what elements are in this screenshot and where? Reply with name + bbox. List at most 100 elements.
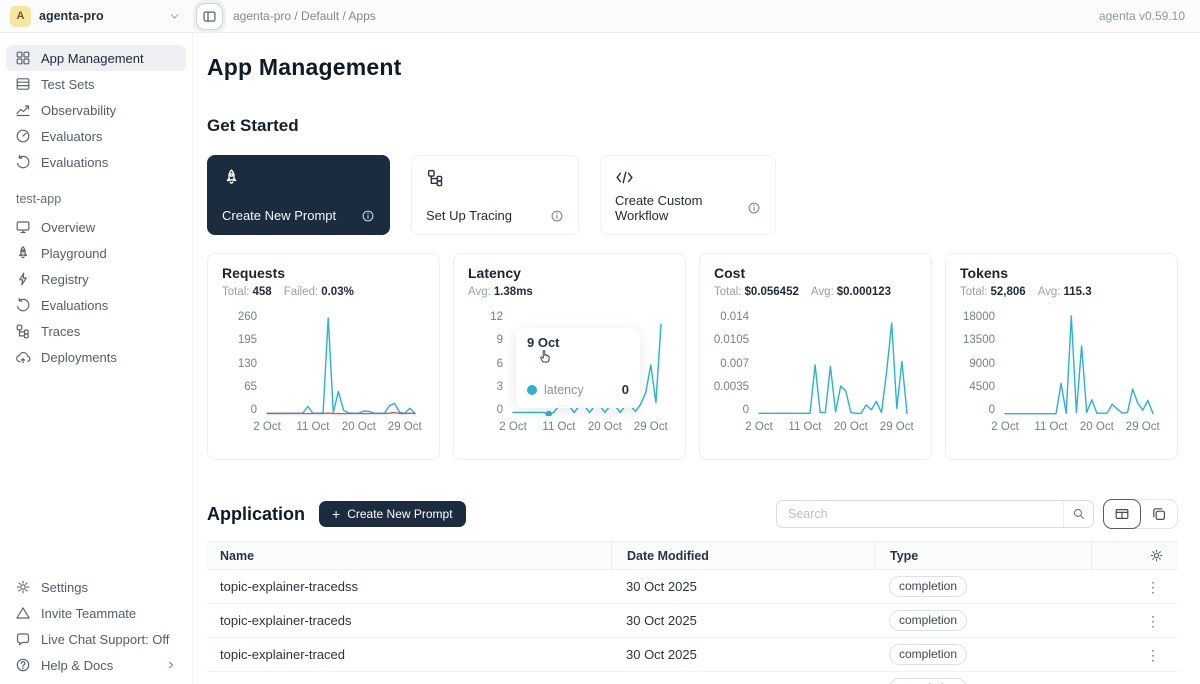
rocket-icon [222, 168, 241, 187]
search-box [776, 500, 1094, 528]
sidebar-item-live-chat-support-off[interactable]: Live Chat Support: Off [6, 626, 186, 652]
sidebar-item-deployments[interactable]: Deployments [6, 344, 186, 370]
tooltip-series-row: latency0 [527, 382, 629, 397]
sidebar-item-invite-teammate[interactable]: Invite Teammate [6, 600, 186, 626]
sidebar-main-nav: App ManagementTest SetsObservabilityEval… [6, 45, 186, 175]
hand-cursor-icon [536, 346, 554, 364]
view-toggle [1103, 499, 1178, 529]
sidebar-item-label: Evaluations [41, 298, 108, 313]
chart-stat-label: Total:458 [222, 286, 272, 298]
create-custom-workflow-card[interactable]: Create Custom Workflow [600, 155, 776, 235]
chart-stat-value: 458 [253, 286, 272, 298]
sidebar-item-playground[interactable]: Playground [6, 240, 186, 266]
sidebar-item-help-docs[interactable]: Help & Docs [6, 652, 186, 678]
chat-icon [15, 631, 31, 647]
y-axis-tick: 65 [244, 381, 257, 393]
x-axis-labels: 2 Oct11 Oct20 Oct29 Oct [266, 421, 416, 435]
sidebar-item-evaluations[interactable]: Evaluations [6, 292, 186, 318]
search-input[interactable] [777, 501, 1063, 527]
card-label: Create Custom Workflow [615, 193, 747, 223]
gear-icon[interactable] [1149, 548, 1164, 563]
sidebar-item-label: Evaluations [41, 155, 108, 170]
application-heading: Application [207, 504, 305, 525]
x-axis-tick: 11 Oct [542, 421, 575, 433]
help-icon [15, 657, 31, 673]
sidebar-item-label: Deployments [41, 350, 117, 365]
y-axis-labels: 129630 [468, 311, 512, 416]
cost-chart-card: CostTotal:$0.056452Avg:$0.0001230.0140.0… [699, 253, 932, 460]
page-title: App Management [207, 54, 1178, 81]
sidebar-item-test-sets[interactable]: Test Sets [6, 71, 186, 97]
card-view-button[interactable] [1140, 499, 1178, 529]
chart-stat-value: 115.3 [1064, 286, 1092, 298]
kebab-menu-icon[interactable]: ⋮ [1142, 680, 1164, 684]
breadcrumb: agenta-pro / Default / Apps [233, 9, 376, 23]
requests-chart-card: RequestsTotal:458Failed:0.03%26019513065… [207, 253, 440, 460]
plus-icon: + [332, 507, 340, 521]
info-icon[interactable] [550, 209, 564, 223]
workspace-switcher[interactable]: A agenta-pro [0, 0, 193, 32]
create-new-prompt-card[interactable]: Create New Prompt [207, 155, 390, 235]
kebab-menu-icon[interactable]: ⋮ [1142, 578, 1164, 596]
chart-stats: Avg:1.38ms [468, 286, 671, 298]
kebab-menu-icon[interactable]: ⋮ [1142, 612, 1164, 630]
workspace-name: agenta-pro [39, 9, 104, 23]
sidebar-item-settings[interactable]: Settings [6, 574, 186, 600]
info-icon[interactable] [747, 201, 761, 215]
sidebar-item-traces[interactable]: Traces [6, 318, 186, 344]
info-icon[interactable] [361, 209, 375, 223]
sidebar-item-overview[interactable]: Overview [6, 214, 186, 240]
sidebar-item-evaluators[interactable]: Evaluators [6, 123, 186, 149]
table-row[interactable]: topic-explainer-tracedss30 Oct 2025compl… [207, 570, 1178, 604]
chart-stats: Total:52,806Avg:115.3 [960, 286, 1163, 298]
type-badge: completion [889, 610, 967, 631]
grid-icon [15, 50, 31, 66]
triangle-icon [15, 605, 31, 621]
x-axis-labels: 2 Oct11 Oct20 Oct29 Oct [1004, 421, 1154, 435]
table-row[interactable]: topic-explainer-traced30 Oct 2025complet… [207, 638, 1178, 672]
chart-title: Requests [222, 265, 425, 281]
chart-stat-label: Avg:$0.000123 [811, 286, 891, 298]
column-header-name[interactable]: Name [207, 549, 611, 563]
sidebar-item-app-management[interactable]: App Management [6, 45, 186, 71]
sidebar-item-registry[interactable]: Registry [6, 266, 186, 292]
column-header-date-modified[interactable]: Date Modified [611, 542, 874, 569]
sidebar-toggle-button[interactable] [196, 3, 223, 30]
sidebar-item-label: Live Chat Support: Off [41, 632, 169, 647]
table-view-button[interactable] [1103, 499, 1141, 529]
x-axis-tick: 2 Oct [499, 421, 526, 433]
gear-icon [15, 579, 31, 595]
get-started-cards: Create New Prompt Set Up Tracing Create … [207, 155, 1178, 235]
table-row[interactable]: topic-explainer-traceds30 Oct 2025comple… [207, 604, 1178, 638]
chart-stat-label: Avg:1.38ms [468, 286, 533, 298]
kebab-menu-icon[interactable]: ⋮ [1142, 646, 1164, 664]
refresh-icon [15, 297, 31, 313]
y-axis-tick: 18000 [963, 311, 995, 323]
sidebar-item-label: Overview [41, 220, 95, 235]
chevron-down-icon [168, 10, 181, 23]
sidebar-item-observability[interactable]: Observability [6, 97, 186, 123]
y-axis-tick: 9000 [969, 358, 995, 370]
create-button-label: Create New Prompt [347, 507, 452, 521]
x-axis-tick: 11 Oct [788, 421, 821, 433]
search-icon[interactable] [1063, 501, 1093, 527]
chart-stat-value: $0.056452 [745, 286, 799, 298]
chart-tooltip: 9 Octlatency0 [516, 328, 640, 408]
chart-stat-label: Failed:0.03% [284, 286, 354, 298]
set-up-tracing-card[interactable]: Set Up Tracing [411, 155, 579, 235]
y-axis-tick: 6 [497, 358, 503, 370]
table-row[interactable]: career-assessment27 Oct 2025completion⋮ [207, 672, 1178, 684]
x-axis-tick: 20 Oct [588, 421, 622, 433]
create-new-prompt-button[interactable]: + Create New Prompt [319, 501, 466, 527]
column-header-type[interactable]: Type [874, 542, 1091, 569]
tree-icon [426, 168, 445, 187]
legend-dot [527, 385, 537, 395]
metrics-charts-row: RequestsTotal:458Failed:0.03%26019513065… [207, 253, 1178, 460]
code-icon [615, 168, 634, 187]
row-actions-cell: ⋮ [1091, 680, 1178, 684]
row-type-cell: completion [874, 576, 1091, 597]
y-axis-labels: 0.0140.01050.0070.00350 [714, 311, 758, 416]
y-axis-tick: 195 [238, 334, 257, 346]
sidebar-item-evaluations[interactable]: Evaluations [6, 149, 186, 175]
column-header-actions [1091, 542, 1178, 569]
